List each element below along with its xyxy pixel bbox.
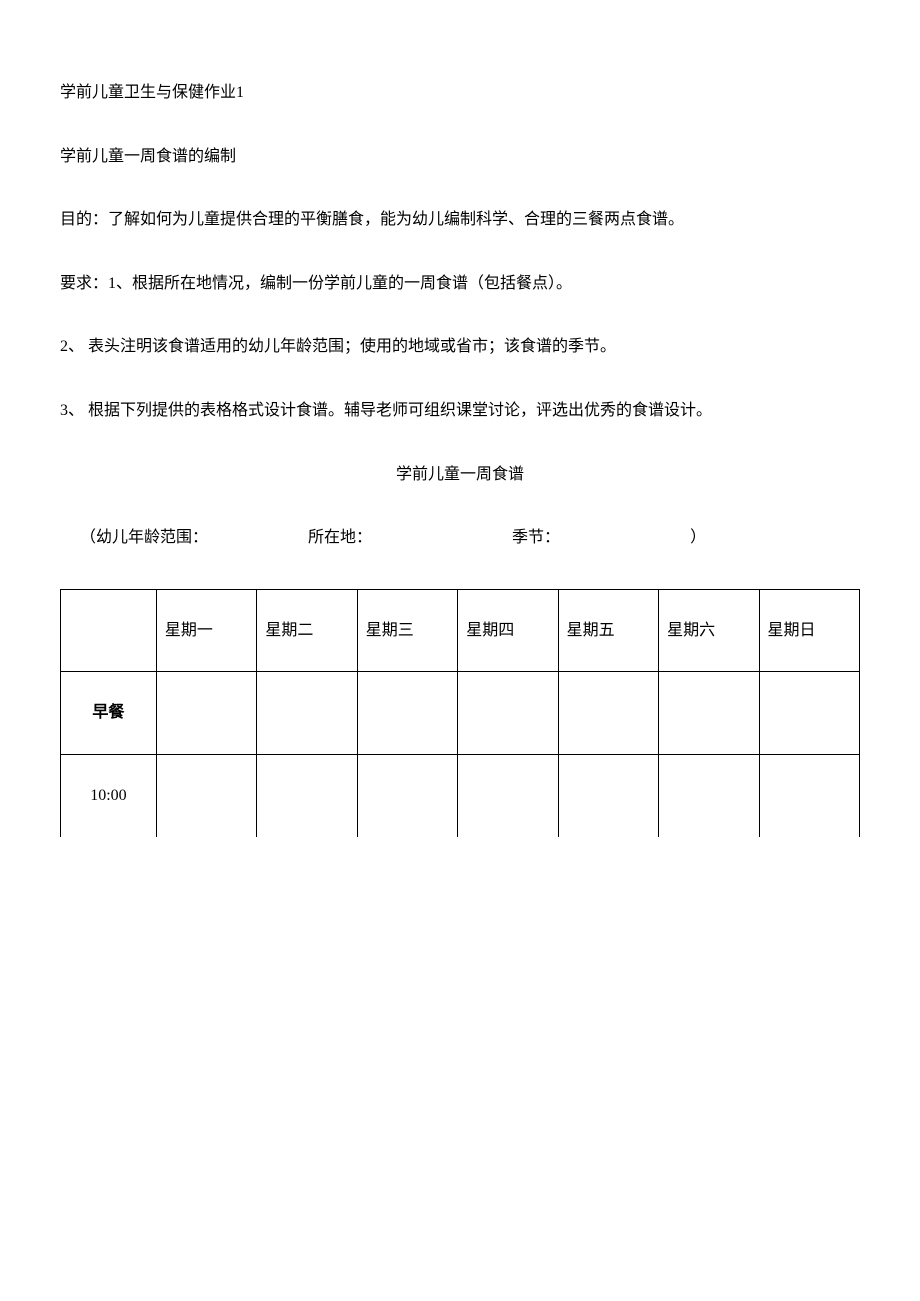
table-cell (156, 672, 256, 755)
req1-text: 1、根据所在地情况，编制一份学前儿童的一周食谱（包括餐点）。 (108, 275, 572, 292)
table-header-fri: 星期五 (558, 589, 658, 672)
table-header-sat: 星期六 (659, 589, 759, 672)
table-header-sun: 星期日 (759, 589, 860, 672)
table-header-tue: 星期二 (257, 589, 357, 672)
table-cell (659, 672, 759, 755)
table-header-mon: 星期一 (156, 589, 256, 672)
requirement-2: 2、 表头注明该食谱适用的幼儿年龄范围；使用的地域或省市；该食谱的季节。 (60, 334, 860, 360)
table-header-row: 星期一 星期二 星期三 星期四 星期五 星期六 星期日 (61, 589, 860, 672)
table-cell (558, 672, 658, 755)
table-header-blank (61, 589, 157, 672)
table-cell (759, 754, 860, 836)
table-cell (458, 754, 558, 836)
row-label-snack-1000: 10:00 (61, 754, 157, 836)
table-cell (257, 754, 357, 836)
table-cell (458, 672, 558, 755)
location-label: 所在地： (308, 525, 372, 551)
table-cell (357, 754, 457, 836)
table-cell (759, 672, 860, 755)
requirement-1: 要求：1、根据所在地情况，编制一份学前儿童的一周食谱（包括餐点）。 (60, 271, 860, 297)
meal-schedule-table: 星期一 星期二 星期三 星期四 星期五 星期六 星期日 早餐 10:00 (60, 589, 860, 837)
table-row: 早餐 (61, 672, 860, 755)
table-title: 学前儿童一周食谱 (60, 462, 860, 488)
row-label-breakfast: 早餐 (61, 672, 157, 755)
form-info-line: （幼儿年龄范围： 所在地： 季节： ） (60, 525, 860, 551)
document-subtitle: 学前儿童一周食谱的编制 (60, 144, 860, 170)
open-paren: （ (80, 529, 96, 546)
table-cell (357, 672, 457, 755)
document-title: 学前儿童卫生与保健作业1 (60, 80, 860, 106)
table-header-wed: 星期三 (357, 589, 457, 672)
table-cell (257, 672, 357, 755)
purpose-label: 目的： (60, 211, 108, 228)
purpose-paragraph: 目的：了解如何为儿童提供合理的平衡膳食，能为幼儿编制科学、合理的三餐两点食谱。 (60, 207, 860, 233)
requirements-label: 要求： (60, 275, 108, 292)
season-label: 季节： (512, 525, 560, 551)
table-header-thu: 星期四 (458, 589, 558, 672)
table-row: 10:00 (61, 754, 860, 836)
requirement-3: 3、 根据下列提供的表格格式设计食谱。辅导老师可组织课堂讨论，评选出优秀的食谱设… (60, 398, 860, 424)
table-cell (558, 754, 658, 836)
purpose-text: 了解如何为儿童提供合理的平衡膳食，能为幼儿编制科学、合理的三餐两点食谱。 (108, 211, 684, 228)
table-cell (156, 754, 256, 836)
age-range-label: 幼儿年龄范围： (96, 525, 208, 551)
close-paren: ） (690, 529, 706, 546)
table-cell (659, 754, 759, 836)
